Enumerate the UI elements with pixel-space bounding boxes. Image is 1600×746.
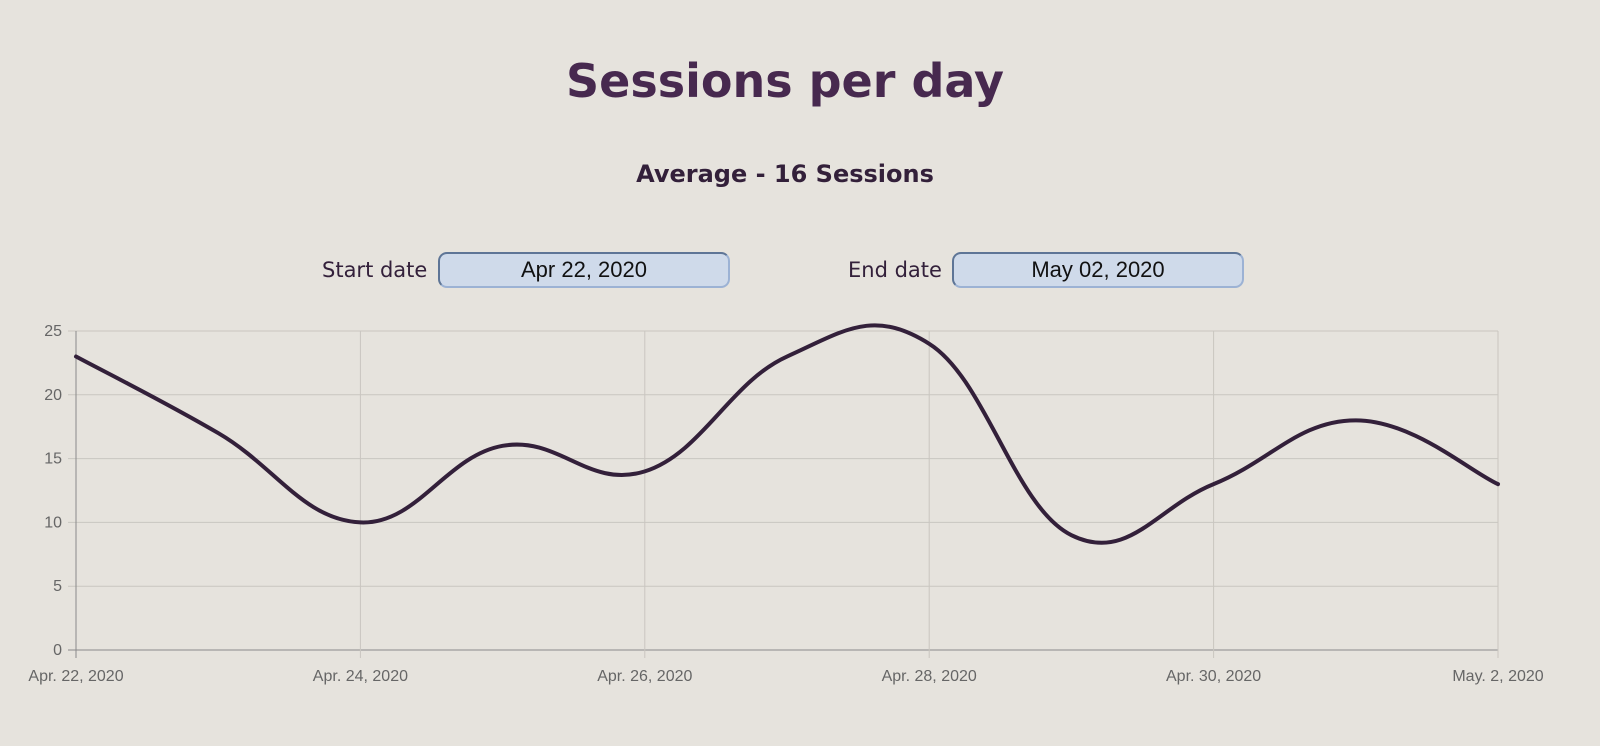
end-date-input[interactable]	[952, 252, 1244, 288]
x-tick-label: Apr. 28, 2020	[882, 668, 977, 685]
start-date-label: Start date	[322, 258, 428, 282]
x-tick-label: May. 2, 2020	[1452, 668, 1543, 685]
y-tick-label: 20	[44, 387, 62, 404]
y-tick-label: 25	[44, 323, 62, 340]
x-tick-label: Apr. 26, 2020	[597, 668, 692, 685]
y-tick-label: 5	[53, 578, 62, 595]
y-tick-label: 0	[53, 642, 62, 659]
page-title: Sessions per day	[566, 54, 1004, 108]
x-tick-label: Apr. 22, 2020	[28, 668, 123, 685]
date-range-filter: Start date End date	[0, 252, 1600, 292]
x-tick-label: Apr. 24, 2020	[313, 668, 408, 685]
start-date-input[interactable]	[438, 252, 730, 288]
end-date-label: End date	[848, 258, 942, 282]
average-sessions-subtitle: Average - 16 Sessions	[636, 160, 934, 188]
y-tick-label: 10	[44, 514, 62, 531]
x-tick-label: Apr. 30, 2020	[1166, 668, 1261, 685]
sessions-series-line	[74, 323, 1500, 545]
y-tick-label: 15	[44, 451, 62, 468]
